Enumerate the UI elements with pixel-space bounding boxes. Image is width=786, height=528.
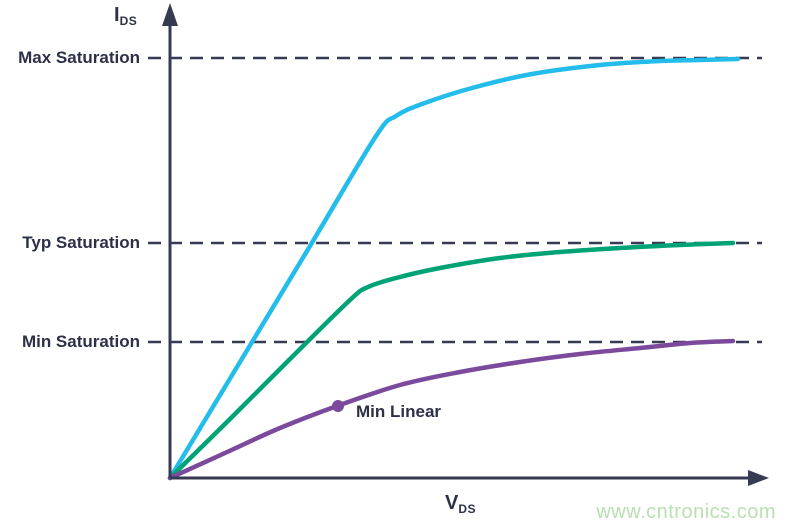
y-axis-label-sub: DS (119, 14, 138, 28)
max-saturation-label: Max Saturation (18, 48, 140, 67)
typ-saturation-label: Typ Saturation (22, 233, 140, 252)
curve-1 (167, 240, 736, 481)
x-axis-label: VDS (445, 492, 476, 516)
x-axis-arrow-icon (748, 470, 769, 486)
min-linear-point (332, 400, 344, 412)
curve-2 (167, 338, 736, 481)
min-linear-label: Min Linear (356, 402, 442, 421)
x-axis-label-main: V (445, 492, 459, 514)
min-saturation-label: Min Saturation (21, 332, 140, 351)
y-axis-label: IDS (114, 4, 137, 28)
x-axis-label-sub: DS (458, 502, 477, 516)
y-axis-arrow-icon (162, 3, 178, 26)
curve-0 (167, 56, 741, 481)
watermark: www.cntronics.com (596, 501, 776, 523)
y-axis-label-main: I (114, 4, 120, 26)
